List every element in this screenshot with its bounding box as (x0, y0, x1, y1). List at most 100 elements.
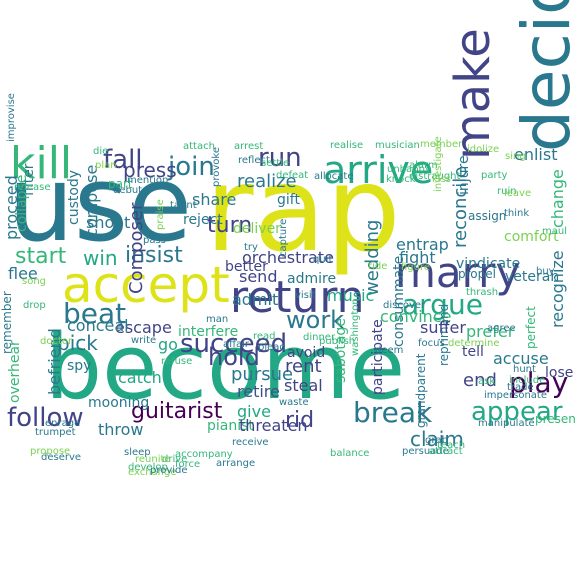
cloud-word: veteran (505, 269, 559, 285)
cloud-word: sleep (124, 447, 151, 458)
cloud-word: alarm (409, 160, 438, 171)
cloud-word: read (253, 331, 276, 342)
cloud-word: better (225, 259, 268, 275)
cloud-word: gift (277, 192, 300, 208)
cloud-word: threaten (239, 416, 308, 435)
cloud-word: wedding (362, 220, 383, 296)
cloud-word: part (108, 177, 133, 191)
cloud-word: member (420, 139, 463, 150)
cloud-word: dinner (303, 332, 336, 343)
cloud-word: kill (10, 138, 72, 189)
cloud-word: investigate (433, 136, 444, 192)
cloud-word: drive (162, 454, 187, 465)
cloud-word: manipulate (478, 418, 535, 429)
cloud-word: agree (487, 323, 516, 334)
cloud-word: insist (125, 243, 183, 268)
cloud-word: praise (155, 199, 166, 230)
cloud-word: steal (284, 376, 323, 395)
cloud-word: argue (402, 288, 483, 321)
cloud-word: hold (208, 343, 260, 371)
cloud-word: fall (103, 145, 143, 175)
cloud-word: music (327, 286, 374, 305)
cloud-word: play (509, 366, 568, 399)
cloud-word: give (237, 402, 271, 421)
cloud-word: write (131, 335, 156, 346)
cloud-word: start (15, 244, 67, 269)
cloud-word: reject (183, 212, 223, 228)
cloud-word: arrest (234, 141, 263, 152)
cloud-word: trade (507, 382, 534, 393)
cloud-word: lose (545, 365, 573, 381)
cloud-word: doctor (40, 336, 73, 347)
cloud-word: flee (8, 264, 38, 283)
cloud-word: comfort (504, 229, 559, 245)
cloud-word: follow (7, 403, 84, 433)
cloud-word: provoke (211, 147, 222, 187)
cloud-word: realize (237, 171, 297, 192)
cloud-word: focus (418, 338, 445, 349)
cloud-word: think (504, 208, 529, 219)
cloud-word: convince (380, 307, 451, 326)
cloud-word: ruin (497, 186, 517, 197)
cloud-word: conceal (67, 316, 129, 335)
cloud-word: ride (368, 261, 387, 272)
cloud-word: rent (285, 356, 322, 377)
cloud-word: guitarist (131, 399, 223, 424)
cloud-word: attract (429, 446, 463, 457)
cloud-word: run (258, 143, 302, 173)
cloud-word: filter (21, 163, 37, 196)
cloud-word: teach (437, 440, 465, 451)
cloud-word: quit (313, 254, 332, 265)
cloud-word: impersonate (484, 390, 547, 401)
cloud-word: turn (207, 213, 252, 238)
cloud-word: settle (261, 158, 289, 169)
cloud-word: compose (82, 165, 101, 237)
cloud-word: ask (478, 376, 495, 387)
cloud-word: song (22, 276, 46, 287)
cloud-word: present (535, 412, 576, 426)
cloud-word: reflect (238, 155, 270, 166)
cloud-word: die (93, 146, 108, 157)
cloud-word: accuse (493, 349, 549, 368)
cloud-word: break (353, 396, 433, 429)
cloud-word: hunt (513, 364, 536, 375)
cloud-word: defeat (276, 170, 308, 181)
cloud-word: prefer (466, 322, 515, 341)
cloud-word: recognize (548, 250, 567, 328)
cloud-word: win (83, 246, 118, 270)
cloud-word: succeed (180, 329, 287, 359)
cloud-word: taunt (170, 200, 197, 211)
cloud-word: determine (448, 338, 500, 349)
cloud-word: pick (57, 331, 98, 355)
cloud-word: fight (399, 248, 436, 267)
cloud-word: appear (471, 397, 563, 427)
cloud-word: orchestrate (242, 248, 334, 267)
cloud-word: avoid (287, 345, 325, 361)
cloud-word: provide (150, 465, 188, 476)
cloud-word: propel (458, 267, 496, 281)
cloud-word: rap (205, 140, 401, 278)
cloud-word: include (509, 375, 545, 386)
cloud-word: admit (232, 290, 278, 309)
cloud-word: maul (542, 226, 567, 237)
cloud-word: receive (232, 437, 269, 448)
cloud-word: catch (118, 368, 162, 387)
cloud-word: enrage (45, 418, 80, 429)
cloud-word: sabotage (333, 318, 349, 383)
cloud-word: pianist (207, 418, 254, 434)
cloud-word: force (175, 459, 200, 470)
cloud-word: deem (375, 345, 403, 356)
cloud-word: develop (128, 462, 168, 473)
cloud-word: reconcile (450, 167, 471, 248)
cloud-word: knock (386, 174, 416, 185)
cloud-word: discover (383, 300, 426, 311)
cloud-word: return (230, 272, 365, 323)
cloud-word: participate (370, 319, 386, 395)
cloud-word: improvise (6, 93, 17, 142)
cloud-word: consummate (391, 256, 407, 347)
cloud-word: arrange (216, 458, 255, 469)
cloud-word: retire (237, 382, 280, 401)
cloud-word: persuade (402, 446, 449, 457)
